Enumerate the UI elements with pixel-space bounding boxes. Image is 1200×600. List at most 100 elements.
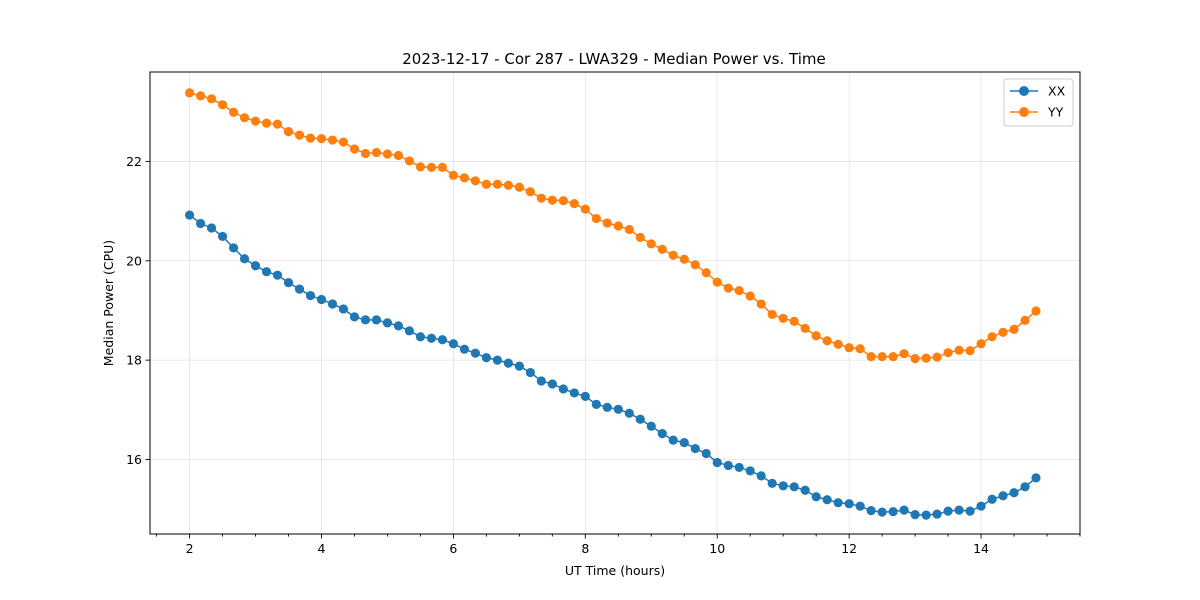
data-point-xx [305, 290, 316, 301]
data-point-xx [954, 505, 964, 515]
data-point-yy [987, 332, 997, 342]
data-point-xx [998, 491, 1008, 501]
data-point-xx [1009, 488, 1019, 498]
data-point-xx [767, 478, 777, 488]
data-point-yy [569, 199, 579, 209]
data-point-xx [921, 510, 931, 520]
data-point-yy [1020, 315, 1030, 325]
data-point-xx [756, 471, 766, 481]
data-point-yy [690, 260, 700, 270]
data-point-yy [943, 348, 953, 358]
data-point-yy [294, 130, 305, 140]
data-point-yy [866, 352, 876, 362]
data-point-yy [965, 346, 975, 356]
data-point-xx [514, 361, 524, 371]
data-point-xx [239, 254, 250, 264]
data-point-yy [822, 336, 832, 346]
data-point-yy [602, 218, 612, 228]
data-point-yy [844, 343, 854, 353]
x-tick-label: 14 [973, 541, 989, 556]
data-point-yy [481, 179, 491, 189]
data-point-xx [525, 367, 535, 378]
tick-layer: 2 4 6 8 10 12 14 16 18 20 22 [126, 154, 1081, 556]
data-point-yy [734, 285, 744, 296]
data-point-yy [591, 213, 601, 224]
data-point-xx [1031, 473, 1041, 483]
data-point-yy [437, 162, 447, 172]
data-point-yy [470, 176, 480, 186]
data-point-yy [514, 182, 524, 192]
data-point-xx [723, 460, 733, 471]
data-point-yy [305, 133, 316, 143]
y-tick-label: 20 [126, 253, 142, 268]
data-point-xx [910, 510, 920, 520]
data-point-xx [932, 509, 942, 519]
data-point-xx [547, 379, 557, 389]
data-point-xx [965, 506, 975, 516]
data-point-xx [690, 443, 700, 454]
data-point-yy [877, 352, 887, 362]
data-point-yy [855, 344, 865, 354]
data-point-yy [613, 221, 623, 231]
data-point-yy [459, 173, 470, 183]
data-point-yy [899, 349, 909, 359]
data-point-yy [426, 162, 437, 172]
data-point-yy [382, 149, 393, 159]
data-point-yy [492, 179, 502, 189]
data-point-xx [855, 501, 865, 511]
data-point-yy [998, 327, 1008, 337]
data-point-xx [481, 353, 491, 363]
data-point-xx [294, 284, 305, 294]
data-point-yy [415, 162, 426, 172]
x-tick-label: 8 [581, 541, 589, 556]
data-point-xx [866, 506, 876, 516]
data-point-yy [767, 309, 777, 320]
data-point-yy [712, 277, 722, 287]
data-point-xx [613, 404, 623, 414]
data-point-xx [635, 414, 645, 424]
data-point-xx [591, 399, 601, 409]
data-point-yy [811, 331, 821, 341]
data-point-xx [404, 326, 415, 336]
data-point-xx [558, 384, 568, 394]
data-point-yy [316, 133, 327, 144]
data-point-xx [701, 448, 711, 459]
data-point-xx [580, 391, 590, 401]
data-point-yy [679, 254, 689, 264]
legend-label-xx: XX [1048, 84, 1066, 99]
data-point-yy [525, 187, 535, 197]
data-point-yy [195, 91, 206, 101]
data-point-yy [800, 323, 810, 333]
data-point-xx [943, 506, 953, 516]
data-point-yy [536, 193, 546, 203]
data-point-yy [954, 345, 964, 355]
data-point-yy [558, 196, 568, 206]
data-point-xx [646, 421, 656, 431]
data-point-yy [833, 339, 843, 349]
data-point-yy [261, 118, 272, 128]
data-point-yy [283, 127, 294, 137]
data-point-yy [778, 313, 788, 323]
data-point-xx [272, 270, 283, 280]
x-axis-label: UT Time (hours) [565, 563, 665, 578]
x-tick-label: 2 [186, 541, 194, 556]
data-point-xx [349, 312, 360, 322]
data-point-yy [217, 100, 228, 110]
data-point-xx [316, 294, 327, 305]
data-point-xx [228, 243, 239, 253]
data-point-yy [646, 239, 656, 249]
data-point-yy [338, 137, 349, 147]
data-point-xx [734, 462, 744, 473]
data-point-yy [910, 354, 920, 364]
data-point-yy [239, 113, 250, 123]
data-point-xx [448, 339, 459, 349]
data-point-xx [206, 223, 217, 233]
data-point-xx [536, 376, 546, 386]
x-tick-label: 10 [709, 541, 725, 556]
data-point-xx [668, 435, 678, 445]
legend-marker-yy [1019, 107, 1029, 117]
data-point-yy [723, 283, 733, 293]
y-tick-label: 18 [126, 353, 142, 368]
data-point-yy [371, 147, 382, 158]
data-point-xx [976, 501, 986, 511]
